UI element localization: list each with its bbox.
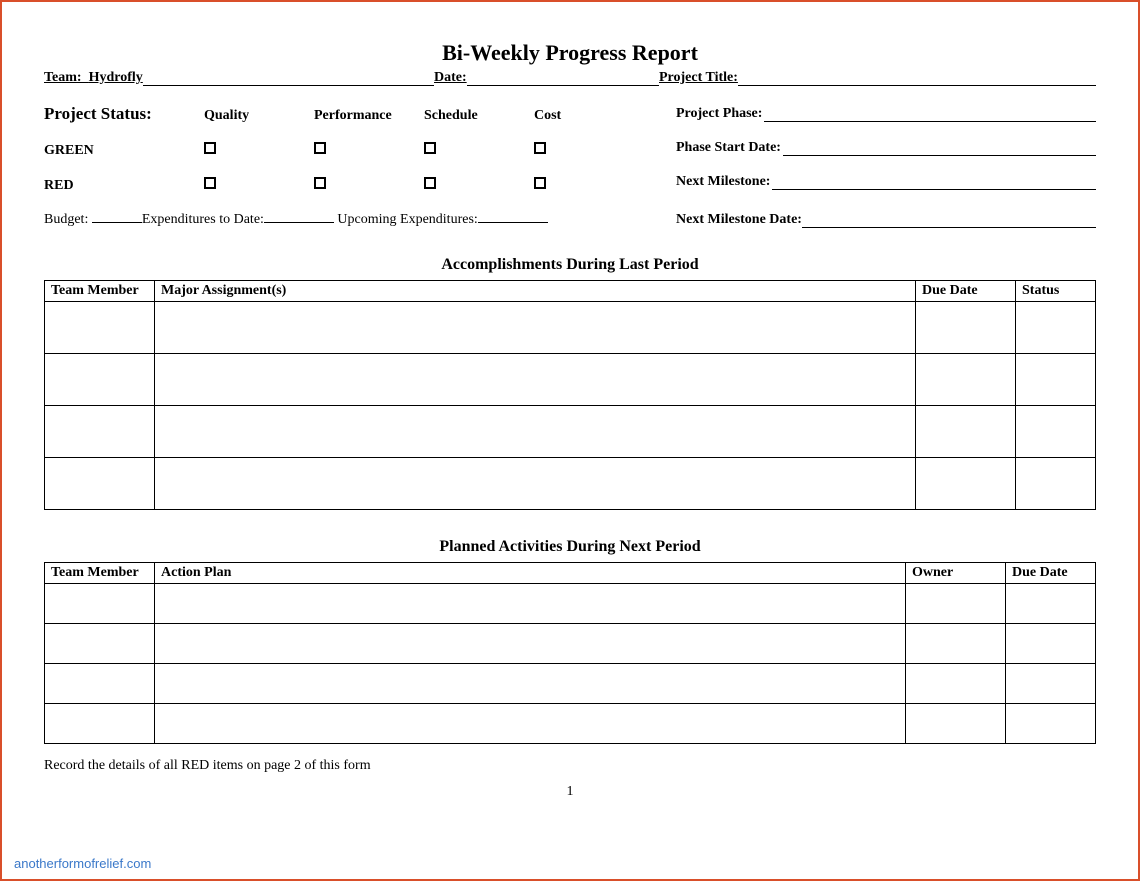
accomplishments-title: Accomplishments During Last Period bbox=[44, 256, 1096, 274]
project-title-underline bbox=[738, 70, 1096, 86]
status-row-red: RED bbox=[44, 177, 676, 194]
expenditures-underline bbox=[264, 222, 334, 223]
page-container: Bi-Weekly Progress Report Team: Hydrofly… bbox=[2, 2, 1138, 820]
checkbox-red-quality[interactable] bbox=[204, 177, 216, 189]
red-label: RED bbox=[44, 178, 204, 194]
upcoming-expenditures-field: Upcoming Expenditures: bbox=[334, 212, 548, 228]
th-assignments: Major Assignment(s) bbox=[155, 281, 916, 302]
checkbox-green-performance[interactable] bbox=[314, 142, 326, 154]
project-phase-underline bbox=[764, 106, 1096, 122]
date-field: Date: bbox=[434, 70, 659, 86]
table-header-row: Team Member Major Assignment(s) Due Date… bbox=[45, 281, 1096, 302]
next-milestone-field: Next Milestone: bbox=[676, 174, 1096, 190]
phase-start-label: Phase Start Date: bbox=[676, 140, 781, 156]
team-underline bbox=[143, 70, 434, 86]
col-schedule: Schedule bbox=[424, 108, 534, 124]
next-milestone-date-label: Next Milestone Date: bbox=[676, 212, 802, 228]
team-value: Hydrofly bbox=[89, 70, 143, 86]
phase-start-field: Phase Start Date: bbox=[676, 140, 1096, 156]
planned-title: Planned Activities During Next Period bbox=[44, 538, 1096, 556]
th-status: Status bbox=[1016, 281, 1096, 302]
green-label: GREEN bbox=[44, 143, 204, 159]
status-block: Project Status: Quality Performance Sche… bbox=[44, 104, 1096, 228]
header-row: Team: Hydrofly Date: Project Title: bbox=[44, 70, 1096, 86]
th-due-date-2: Due Date bbox=[1006, 563, 1096, 584]
status-header-row: Project Status: Quality Performance Sche… bbox=[44, 104, 676, 124]
checkbox-green-schedule[interactable] bbox=[424, 142, 436, 154]
th-action-plan: Action Plan bbox=[155, 563, 906, 584]
table-row bbox=[45, 664, 1096, 704]
date-label: Date: bbox=[434, 70, 467, 86]
checkbox-red-performance[interactable] bbox=[314, 177, 326, 189]
right-fields: Project Phase: Phase Start Date: Next Mi… bbox=[676, 104, 1096, 194]
table-row bbox=[45, 584, 1096, 624]
checkbox-red-schedule[interactable] bbox=[424, 177, 436, 189]
project-phase-field: Project Phase: bbox=[676, 106, 1096, 122]
next-milestone-underline bbox=[772, 174, 1096, 190]
table-row bbox=[45, 354, 1096, 406]
footnote: Record the details of all RED items on p… bbox=[44, 758, 1096, 774]
team-label: Team: bbox=[44, 70, 89, 86]
budget-field: Budget: bbox=[44, 212, 142, 228]
project-phase-label: Project Phase: bbox=[676, 106, 762, 122]
table-row bbox=[45, 704, 1096, 744]
th-due-date: Due Date bbox=[916, 281, 1016, 302]
budget-label: Budget: bbox=[44, 212, 92, 228]
report-title: Bi-Weekly Progress Report bbox=[44, 40, 1096, 66]
project-status-label: Project Status: bbox=[44, 104, 204, 124]
team-field: Team: Hydrofly bbox=[44, 70, 434, 86]
th-owner: Owner bbox=[906, 563, 1006, 584]
checkbox-green-quality[interactable] bbox=[204, 142, 216, 154]
page-number: 1 bbox=[44, 784, 1096, 800]
checkbox-green-cost[interactable] bbox=[534, 142, 546, 154]
table-row bbox=[45, 302, 1096, 354]
phase-start-underline bbox=[783, 140, 1096, 156]
status-row-green: GREEN bbox=[44, 142, 676, 159]
planned-table: Team Member Action Plan Owner Due Date bbox=[44, 562, 1096, 744]
project-title-field: Project Title: bbox=[659, 70, 1096, 86]
budget-underline bbox=[92, 222, 142, 223]
project-title-label: Project Title: bbox=[659, 70, 738, 86]
table-row bbox=[45, 624, 1096, 664]
upcoming-label: Upcoming Expenditures: bbox=[334, 212, 478, 228]
next-milestone-date-field: Next Milestone Date: bbox=[676, 212, 1096, 228]
checkbox-red-cost[interactable] bbox=[534, 177, 546, 189]
table-header-row: Team Member Action Plan Owner Due Date bbox=[45, 563, 1096, 584]
table-row bbox=[45, 406, 1096, 458]
next-milestone-date-underline bbox=[802, 212, 1096, 228]
watermark: anotherformofrelief.com bbox=[14, 856, 151, 871]
col-cost: Cost bbox=[534, 108, 644, 124]
accomplishments-table: Team Member Major Assignment(s) Due Date… bbox=[44, 280, 1096, 510]
next-milestone-label: Next Milestone: bbox=[676, 174, 770, 190]
expenditures-field: Expenditures to Date: bbox=[142, 212, 334, 228]
col-quality: Quality bbox=[204, 108, 314, 124]
date-underline bbox=[467, 70, 659, 86]
budget-row: Budget: Expenditures to Date: Upcoming E… bbox=[44, 212, 1096, 228]
col-performance: Performance bbox=[314, 108, 424, 124]
table-row bbox=[45, 458, 1096, 510]
expenditures-label: Expenditures to Date: bbox=[142, 212, 264, 228]
th-team-member-2: Team Member bbox=[45, 563, 155, 584]
upcoming-underline bbox=[478, 222, 548, 223]
th-team-member: Team Member bbox=[45, 281, 155, 302]
